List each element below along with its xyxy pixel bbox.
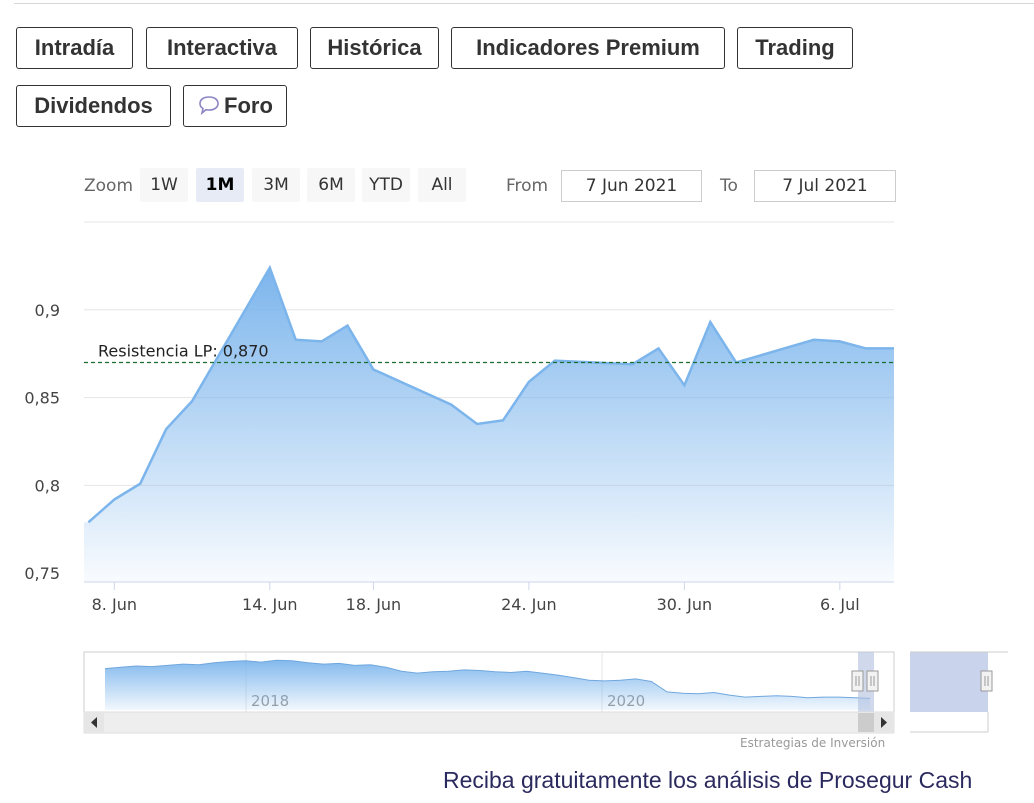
arrow-right-icon bbox=[881, 717, 887, 728]
handle-shape[interactable] bbox=[980, 670, 993, 692]
tab-label: Dividendos bbox=[34, 93, 153, 118]
tab-label: Interactiva bbox=[166, 35, 278, 60]
series-area bbox=[84, 267, 894, 582]
tab-indicadores-premium[interactable]: Indicadores Premium bbox=[451, 27, 725, 69]
zoom-ytd-button[interactable]: YTD bbox=[362, 168, 410, 202]
x-tick-label: 24. Jun bbox=[501, 595, 557, 614]
navigator-handle-left[interactable] bbox=[851, 670, 864, 692]
zoom-6m-button[interactable]: 6M bbox=[307, 168, 355, 202]
x-tick-label: 14. Jun bbox=[242, 595, 298, 614]
resistance-label: Resistencia LP: 0,870 bbox=[98, 341, 269, 360]
tab-label: Trading bbox=[755, 35, 835, 60]
tab-dividendos[interactable]: Dividendos bbox=[16, 85, 171, 127]
zoom-1w-button[interactable]: 1W bbox=[140, 168, 188, 202]
zoom-all-button[interactable]: All bbox=[418, 168, 466, 202]
zoom-1m-button[interactable]: 1M bbox=[196, 168, 244, 202]
tab-label: Intradía bbox=[34, 35, 115, 60]
top-divider bbox=[14, 3, 1034, 4]
chart-credits[interactable]: Estrategias de Inversión bbox=[740, 736, 886, 750]
y-tick-label: 0,75 bbox=[24, 564, 60, 583]
promo-link[interactable]: Reciba gratuitamente los análisis de Pro… bbox=[443, 767, 973, 793]
navigator-handle-right[interactable] bbox=[866, 670, 879, 692]
navigator-selected-range[interactable] bbox=[858, 652, 874, 712]
handle-shape[interactable] bbox=[866, 670, 879, 692]
x-tick-label: 8. Jun bbox=[92, 595, 137, 614]
tab-interactiva[interactable]: Interactiva bbox=[146, 27, 298, 69]
to-date-input[interactable]: 7 Jul 2021 bbox=[754, 170, 896, 202]
tab-foro[interactable]: Foro bbox=[183, 85, 287, 127]
zoom-3m-button[interactable]: 3M bbox=[252, 168, 300, 202]
tab-trading[interactable]: Trading bbox=[737, 27, 853, 69]
navigator-handle-side[interactable] bbox=[980, 670, 993, 692]
handle-shape[interactable] bbox=[851, 670, 864, 692]
tab-label: Indicadores Premium bbox=[476, 35, 700, 60]
tab-historica[interactable]: Histórica bbox=[310, 27, 439, 69]
tab-label: Foro bbox=[224, 93, 273, 118]
x-tick-label: 30. Jun bbox=[657, 595, 713, 614]
speech-bubble-icon bbox=[197, 89, 221, 129]
navigator-line bbox=[104, 659, 871, 699]
navigator-side-panel bbox=[910, 652, 988, 712]
x-tick-label: 18. Jun bbox=[346, 595, 402, 614]
scrollbar-track[interactable] bbox=[83, 711, 895, 734]
tab-label: Histórica bbox=[327, 35, 422, 60]
zoom-label: Zoom bbox=[84, 176, 134, 196]
from-label: From bbox=[506, 176, 549, 196]
y-tick-label: 0,85 bbox=[24, 389, 60, 408]
y-tick-label: 0,9 bbox=[35, 301, 60, 320]
arrow-left-icon bbox=[91, 717, 97, 728]
scrollbar-thumb[interactable] bbox=[858, 713, 874, 732]
tab-intradia[interactable]: Intradía bbox=[16, 27, 133, 69]
x-tick-label: 6. Jul bbox=[820, 595, 860, 614]
y-tick-label: 0,8 bbox=[35, 476, 60, 495]
to-label: To bbox=[720, 176, 738, 196]
from-date-input[interactable]: 7 Jun 2021 bbox=[561, 170, 702, 202]
navigator-area bbox=[105, 660, 870, 710]
